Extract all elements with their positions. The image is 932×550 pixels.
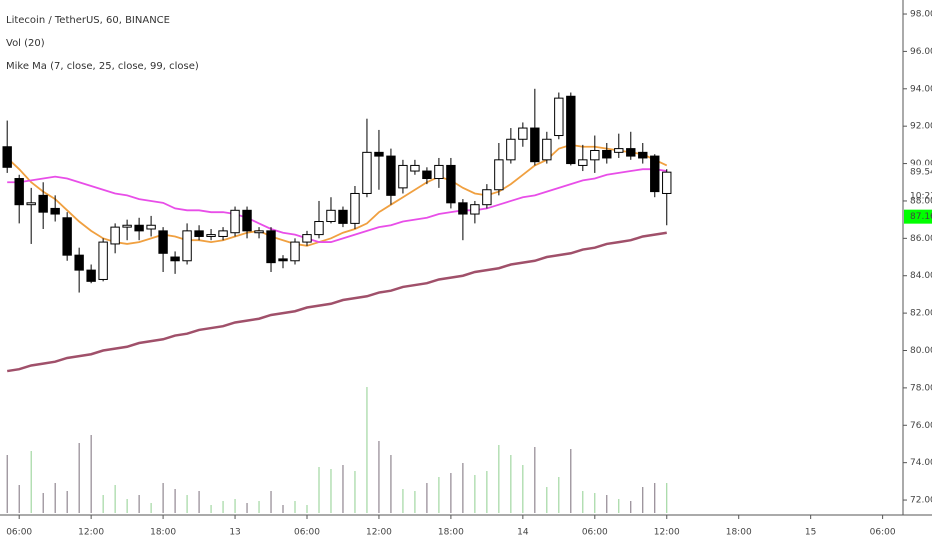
candle-body xyxy=(14,178,24,206)
candle-body xyxy=(614,148,624,153)
candle-body xyxy=(626,148,636,157)
candle-body xyxy=(482,189,492,206)
candle-body xyxy=(302,234,312,243)
candle-body xyxy=(230,209,240,234)
candle-body xyxy=(206,234,216,237)
x-tick-label: 18:00 xyxy=(438,528,464,538)
y-tick-label: 92.00 xyxy=(910,122,932,132)
ma-line xyxy=(7,168,667,243)
y-tick-label: 80.00 xyxy=(910,346,932,356)
x-tick-label: 13 xyxy=(229,528,240,538)
y-tick-label: 96.00 xyxy=(910,47,932,57)
candle-body xyxy=(374,151,384,157)
candle-body xyxy=(470,204,480,215)
candle-body xyxy=(86,269,96,282)
candle-body xyxy=(278,258,288,262)
price-marker xyxy=(904,209,932,224)
x-tick-label: 06:00 xyxy=(6,528,32,538)
candle-body xyxy=(386,155,396,196)
x-tick-label: 06:00 xyxy=(294,528,320,538)
candle-body xyxy=(74,254,84,271)
candle-body xyxy=(662,171,672,194)
candle-body xyxy=(158,230,168,254)
candle-body xyxy=(134,224,144,232)
candle-body xyxy=(530,127,540,163)
candle-body xyxy=(2,146,12,168)
price-marker xyxy=(904,165,932,180)
candle-body xyxy=(638,151,648,159)
candle-body xyxy=(350,192,360,224)
candle-body xyxy=(146,224,156,230)
y-tick-label: 78.00 xyxy=(910,383,932,393)
y-tick-label: 98.00 xyxy=(910,10,932,20)
price-marker-label: 89.54 xyxy=(910,168,932,178)
candle-body xyxy=(290,241,300,262)
price-marker-label: 87.16 xyxy=(910,212,932,222)
y-tick-label: 94.00 xyxy=(910,84,932,94)
candle-body xyxy=(650,155,660,193)
candle-body xyxy=(326,209,336,223)
candle-body xyxy=(38,194,48,213)
candle-body xyxy=(542,138,552,161)
candle-body xyxy=(242,209,252,232)
candle-body xyxy=(266,230,276,264)
candle-body xyxy=(554,97,564,137)
candle-body xyxy=(26,202,36,206)
candle-body xyxy=(182,230,192,262)
candle-body xyxy=(362,151,372,194)
x-tick-label: 15 xyxy=(805,528,816,538)
candle-body xyxy=(590,149,600,161)
x-tick-label: 12:00 xyxy=(78,528,104,538)
candle-body xyxy=(494,159,504,191)
candle-body xyxy=(422,170,432,180)
x-tick-label: 18:00 xyxy=(150,528,176,538)
x-tick-label: 18:00 xyxy=(726,528,752,538)
countdown: 10:22 xyxy=(910,192,932,202)
x-tick-label: 06:00 xyxy=(582,528,608,538)
y-tick-label: 82.00 xyxy=(910,309,932,319)
candle-body xyxy=(410,164,420,172)
candle-body xyxy=(434,164,444,180)
x-tick-label: 14 xyxy=(517,528,529,538)
candle-body xyxy=(338,209,348,224)
candle-body xyxy=(254,230,264,234)
candle-body xyxy=(314,221,324,236)
candle-body xyxy=(218,230,228,237)
chart-title: Litecoin / TetherUS, 60, BINANCE xyxy=(6,15,170,26)
candle-body xyxy=(458,202,468,215)
candle-body xyxy=(62,217,72,256)
indicator-label: Vol (20) xyxy=(6,38,45,49)
candle-body xyxy=(110,226,120,245)
candle-body xyxy=(602,149,612,159)
y-tick-label: 74.00 xyxy=(910,458,932,468)
candle-body xyxy=(170,256,180,262)
x-tick-label: 12:00 xyxy=(366,528,392,538)
candle-body xyxy=(578,159,588,166)
y-tick-label: 90.00 xyxy=(910,159,932,169)
candle-body xyxy=(398,164,408,189)
candle-body xyxy=(566,95,576,165)
y-tick-label: 84.00 xyxy=(910,271,932,281)
ma-line xyxy=(7,231,667,373)
candle-body xyxy=(506,138,516,161)
y-tick-label: 88.00 xyxy=(910,196,932,206)
candle-body xyxy=(98,241,108,280)
candle-body xyxy=(50,207,60,215)
x-tick-label: 12:00 xyxy=(654,528,680,538)
candle-body xyxy=(194,230,204,237)
y-tick-label: 72.00 xyxy=(910,496,932,506)
y-tick-label: 86.00 xyxy=(910,234,932,244)
x-tick-label: 06:00 xyxy=(870,528,896,538)
candle-body xyxy=(446,164,456,204)
candle-body xyxy=(122,224,132,228)
candle-body xyxy=(518,127,528,140)
indicator-label: Mike Ma (7, close, 25, close, 99, close) xyxy=(6,61,199,72)
y-tick-label: 76.00 xyxy=(910,421,932,431)
